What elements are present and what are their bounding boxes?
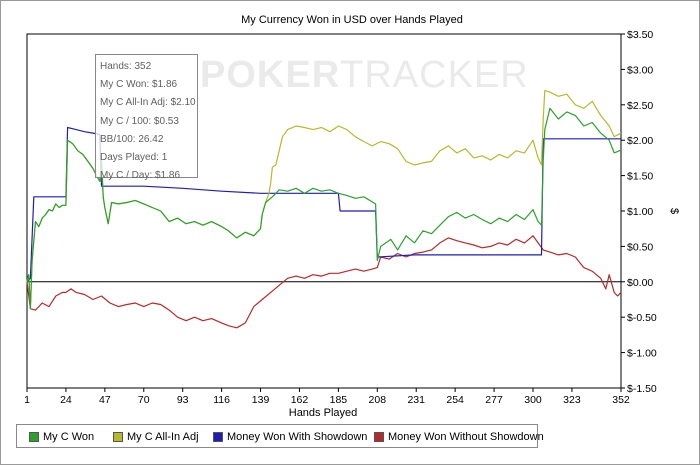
y-tick-label: $2.50 (627, 100, 653, 112)
x-tick-label: 116 (213, 394, 230, 406)
series-line-money-won-without-showdown (26, 235, 622, 329)
legend-item-all-in-adj[interactable]: My C All-In Adj (113, 431, 199, 443)
legend-label-with-showdown: Money Won With Showdown (227, 431, 368, 443)
watermark-brand-a: POKER (200, 54, 341, 96)
y-tick-label: $1.00 (627, 206, 653, 218)
y-tick-label: $3.00 (627, 64, 653, 76)
legend-swatch-my-c-won (29, 432, 39, 442)
hover-tooltip: Hands: 352 My C Won: $1.86 My C All-In A… (95, 54, 198, 181)
y-tick-label: $3.50 (627, 29, 653, 41)
legend-label-without-showdown: Money Won Without Showdown (388, 431, 544, 443)
pokertracker-watermark: POKERTRACKER (200, 54, 529, 97)
x-tick-label: 162 (291, 394, 309, 406)
x-tick-label: 47 (99, 394, 111, 406)
y-tick-label: $-1.50 (627, 383, 657, 395)
x-tick-label: 24 (60, 394, 72, 406)
x-tick-label: 254 (446, 394, 464, 406)
y-tick-label: $2.00 (627, 135, 653, 147)
x-tick-label: 208 (369, 394, 387, 406)
y-tick-label: $1.50 (627, 171, 653, 183)
x-tick-label: 352 (612, 394, 630, 406)
x-tick-label: 70 (138, 394, 150, 406)
series-line-my-c-won (26, 107, 622, 310)
x-tick-label: 93 (177, 394, 189, 406)
legend-label-all-in-adj: My C All-In Adj (127, 431, 199, 443)
tooltip-all-in-adj: My C All-In Adj: $2.10 (100, 97, 196, 109)
legend-label-my-c-won: My C Won (43, 431, 95, 443)
tooltip-days-played: Days Played: 1 (100, 151, 168, 163)
x-tick-label: 300 (524, 394, 542, 406)
x-tick-label: 1 (24, 394, 30, 406)
chart-legend: My C Won My C All-In Adj Money Won With … (16, 424, 544, 448)
legend-swatch-with-showdown (213, 432, 223, 442)
y-tick-label: $0.00 (627, 277, 653, 289)
watermark-brand-b: TRACKER (340, 54, 529, 96)
tooltip-hands: Hands: 352 (100, 61, 152, 72)
y-tick-label: $-1.00 (627, 348, 657, 360)
legend-swatch-all-in-adj (113, 432, 123, 442)
legend-item-my-c-won[interactable]: My C Won (29, 431, 94, 443)
tooltip-per-100: My C / 100: $0.53 (100, 115, 179, 127)
x-tick-label: 323 (563, 394, 581, 406)
legend-swatch-without-showdown (374, 432, 384, 442)
x-tick-label: 139 (252, 394, 270, 406)
y-axis: $3.50 $3.00 $2.50 $2.00 $1.50 $1.00 $0.50 $0.00… (621, 29, 657, 395)
legend-item-with-showdown[interactable]: Money Won With Showdown (213, 431, 367, 443)
legend-item-without-showdown[interactable]: Money Won Without Showdown (374, 431, 544, 443)
x-tick-label: 277 (485, 394, 503, 406)
tooltip-bb-100: BB/100: 26.42 (100, 133, 164, 145)
tooltip-my-c-won: My C Won: $1.86 (100, 79, 178, 91)
series-line-money-won-with-showdown (26, 126, 621, 283)
chart-title: My Currency Won in USD over Hands Played (241, 14, 463, 26)
y-tick-label: $-0.50 (627, 312, 657, 324)
x-axis: 1 24 47 70 93 116 139 162 185 208 231 254 277 300 323 3… (24, 388, 630, 406)
y-axis-label: $ (668, 208, 680, 214)
y-tick-label: $0.50 (627, 241, 653, 253)
tooltip-per-day: My C / Day: $1.86 (100, 170, 181, 182)
x-axis-label: Hands Played (289, 407, 358, 419)
x-tick-label: 231 (407, 394, 425, 406)
x-tick-label: 185 (330, 394, 348, 406)
